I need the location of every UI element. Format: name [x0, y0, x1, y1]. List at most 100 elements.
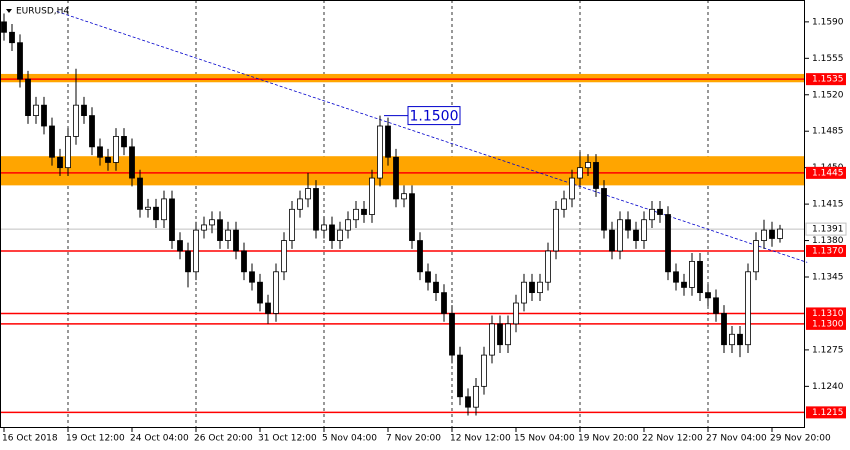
candle-body	[561, 198, 567, 210]
candle-body	[241, 250, 247, 273]
y-tick-label: 1.1590	[812, 17, 844, 27]
candle-body	[57, 156, 63, 169]
candle-body	[449, 313, 455, 356]
candle-body	[337, 229, 343, 241]
x-tick-label: 7 Nov 20:00	[386, 434, 441, 444]
x-tick-label: 5 Nov 04:00	[322, 434, 377, 444]
candle-body	[569, 177, 575, 200]
candle-body	[377, 125, 383, 179]
candle-body	[641, 219, 647, 241]
candle-body	[465, 396, 471, 408]
candle-body	[521, 281, 527, 304]
candle-body	[289, 208, 295, 241]
candle-body	[409, 193, 415, 241]
candle-body	[705, 292, 711, 299]
candle-body	[721, 313, 727, 346]
x-tick-label: 24 Oct 04:00	[130, 434, 189, 444]
level-label: 1.1445	[812, 168, 844, 178]
candle-body	[769, 229, 775, 239]
y-tick-label: 1.1415	[812, 200, 844, 210]
symbol-title: EURUSD,H4	[16, 7, 69, 17]
candle-body	[33, 104, 39, 116]
candle-body	[505, 323, 511, 346]
annotation-label: 1.1500	[410, 109, 459, 125]
y-tick-label: 1.1275	[812, 345, 844, 355]
candle-body	[145, 206, 151, 210]
candle-body	[441, 292, 447, 314]
candle-body	[137, 177, 143, 210]
x-tick-label: 22 Nov 12:00	[642, 434, 703, 444]
candle-body	[625, 219, 631, 231]
candle-body	[633, 229, 639, 241]
candle-body	[361, 208, 367, 215]
candle-body	[393, 156, 399, 200]
candle-body	[169, 198, 175, 241]
candle-body	[233, 229, 239, 252]
candle-body	[545, 250, 551, 283]
candle-body	[321, 224, 327, 231]
candle-body	[345, 219, 351, 231]
candle-body	[481, 354, 487, 387]
candle-body	[209, 219, 215, 226]
zone	[0, 156, 805, 186]
candle-body	[601, 188, 607, 231]
candle-body	[129, 146, 135, 179]
current-price-label: 1.1391	[812, 225, 844, 235]
candle-body	[329, 224, 335, 241]
y-tick-label: 1.1345	[812, 273, 844, 283]
candle-body	[649, 208, 655, 221]
candle-body	[17, 42, 23, 80]
candle-body	[201, 224, 207, 231]
candle-body	[689, 260, 695, 288]
current-price-box	[805, 222, 847, 236]
candle-body	[161, 198, 167, 221]
candle-body	[185, 250, 191, 273]
candle-body	[369, 177, 375, 215]
candle-body	[553, 208, 559, 252]
y-tick-label: 1.1380	[812, 236, 844, 246]
zone	[0, 73, 805, 83]
level-label: 1.1535	[812, 75, 844, 85]
y-tick-label: 1.1240	[812, 382, 844, 392]
x-tick-label: 19 Nov 20:00	[578, 434, 639, 444]
x-tick-label: 27 Nov 04:00	[706, 434, 767, 444]
level-label-box	[806, 307, 846, 320]
candle-body	[609, 229, 615, 252]
candle-body	[665, 214, 671, 273]
candle-body	[729, 333, 735, 346]
candle-body	[113, 136, 119, 163]
candle-body	[681, 281, 687, 288]
candle-body	[425, 271, 431, 283]
candle-body	[697, 260, 703, 294]
candle-body	[89, 115, 95, 148]
x-tick-label: 26 Oct 20:00	[194, 434, 253, 444]
candle-body	[537, 281, 543, 294]
x-tick-label: 16 Oct 2018	[2, 434, 58, 444]
candle-body	[529, 281, 535, 294]
candle-body	[105, 156, 111, 163]
candle-body	[745, 271, 751, 346]
candle-body	[497, 323, 503, 346]
candle-body	[97, 146, 103, 158]
level-label: 1.1300	[812, 319, 844, 329]
level-label-box	[806, 244, 846, 257]
level-label: 1.1215	[812, 408, 844, 418]
candle-body	[489, 323, 495, 356]
y-tick-label: 1.1520	[812, 90, 844, 100]
candle-body	[313, 188, 319, 231]
candle-body	[777, 228, 783, 239]
menu-arrow[interactable]	[6, 9, 12, 13]
candle-body	[753, 240, 759, 273]
candle-body	[585, 162, 591, 169]
level-label: 1.1310	[812, 309, 844, 319]
annotation-box	[407, 106, 461, 126]
candle-body	[673, 271, 679, 283]
x-tick-label: 29 Nov 20:00	[770, 434, 831, 444]
candle-body	[177, 240, 183, 252]
candle-body	[121, 136, 127, 148]
candle-body	[225, 229, 231, 241]
candle-body	[577, 167, 583, 179]
level-label: 1.1370	[812, 246, 844, 256]
candle-body	[265, 302, 271, 314]
